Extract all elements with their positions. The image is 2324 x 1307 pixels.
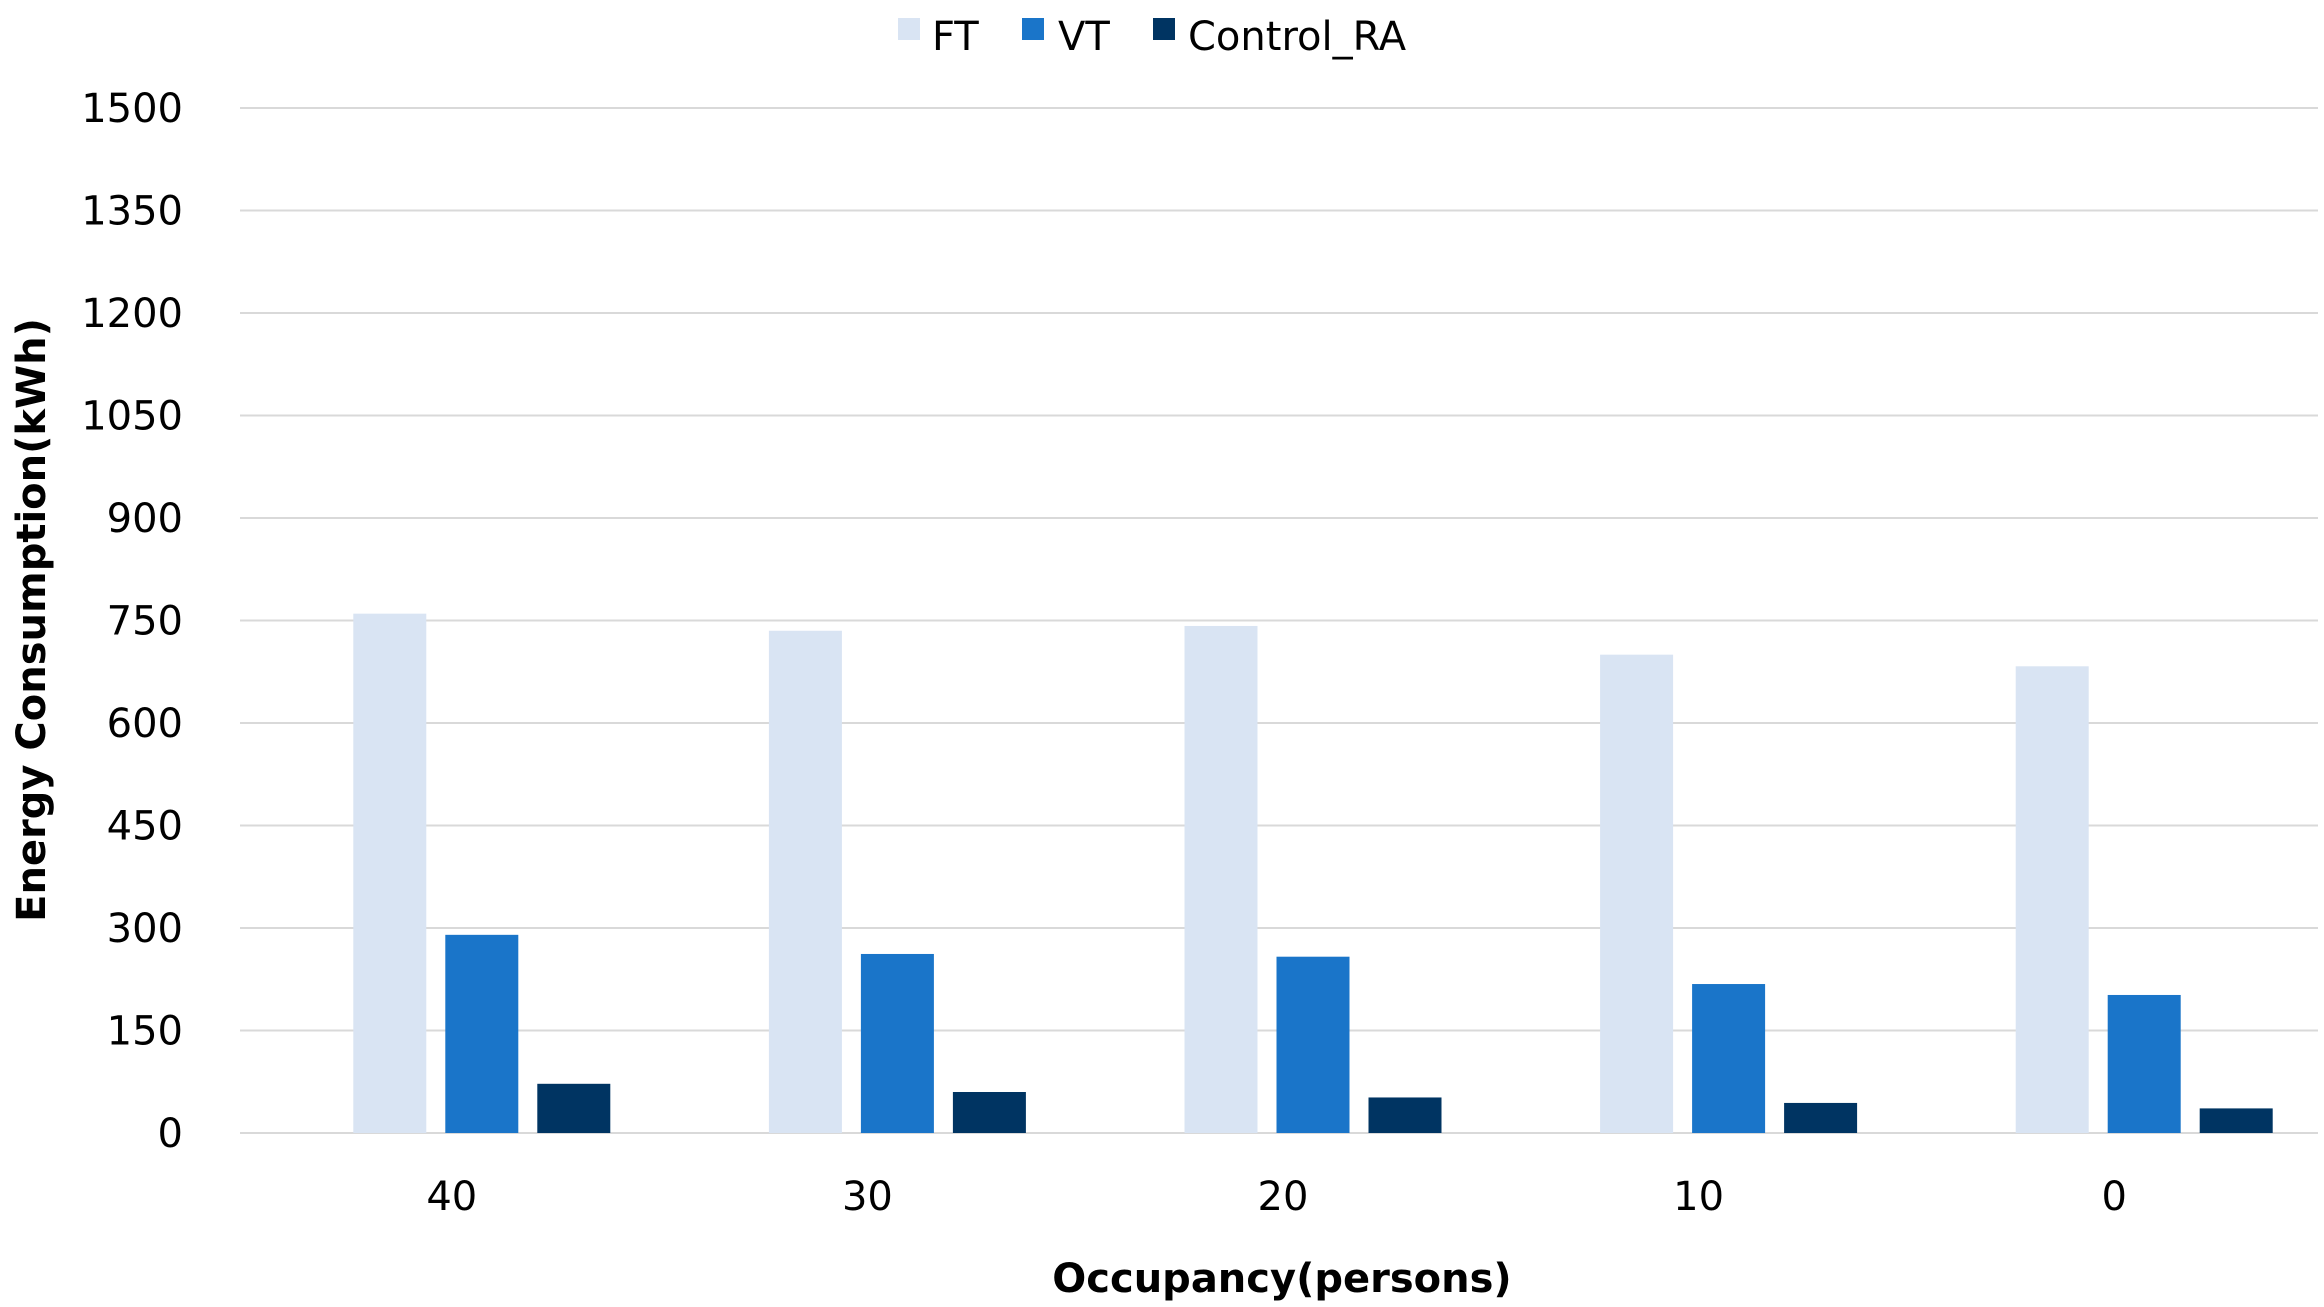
- bar-ft-0: [2015, 666, 2089, 1133]
- legend-label-vt: VT: [1058, 14, 1110, 60]
- bars: [353, 613, 2273, 1133]
- bar-control-ra-20: [1368, 1097, 1442, 1133]
- x-axis-ticks: 40 30 20 10 0: [426, 1174, 2127, 1220]
- y-tick-label: 900: [107, 496, 183, 542]
- gridlines: [240, 107, 2318, 1134]
- x-tick-label: 20: [1258, 1174, 1309, 1220]
- y-tick-label: 750: [107, 599, 183, 645]
- bar-vt-10: [1692, 984, 1766, 1133]
- bar-ft-40: [353, 613, 427, 1133]
- bar-control-ra-40: [537, 1083, 611, 1133]
- legend-label-ft: FT: [932, 14, 979, 60]
- y-tick-label: 300: [107, 906, 183, 952]
- bar-vt-20: [1276, 956, 1350, 1133]
- y-tick-label: 600: [107, 701, 183, 747]
- y-tick-label: 1200: [81, 291, 183, 337]
- bar-ft-10: [1600, 654, 1674, 1133]
- y-tick-label: 1500: [81, 86, 183, 132]
- bar-ft-30: [768, 630, 842, 1133]
- bar-vt-0: [2107, 994, 2181, 1133]
- bar-ft-20: [1184, 625, 1258, 1133]
- bar-control-ra-0: [2199, 1108, 2273, 1133]
- bar-control-ra-10: [1784, 1102, 1858, 1133]
- y-tick-label: 450: [107, 804, 183, 850]
- x-tick-label: 40: [426, 1174, 477, 1220]
- legend-label-control-ra: Control_RA: [1188, 14, 1407, 60]
- x-axis-title: Occupancy(persons): [1052, 1256, 1511, 1302]
- y-axis-title: Energy Consumption(kWh): [9, 318, 55, 922]
- y-tick-label: 1050: [81, 394, 183, 440]
- x-tick-label: 10: [1673, 1174, 1724, 1220]
- x-tick-label: 0: [2101, 1174, 2126, 1220]
- bar-control-ra-30: [952, 1092, 1026, 1133]
- y-tick-label: 1350: [81, 189, 183, 235]
- x-tick-label: 30: [842, 1174, 893, 1220]
- bar-vt-40: [445, 934, 519, 1133]
- y-tick-label: 0: [158, 1111, 183, 1157]
- legend-swatch-control-ra: [1153, 18, 1175, 40]
- legend-swatch-vt: [1022, 18, 1044, 40]
- y-axis-ticks: 0 150 300 450 600 750 900 1050 1200 1350 1500: [81, 86, 183, 1157]
- legend: FT VT Control_RA: [898, 14, 1407, 60]
- legend-swatch-ft: [898, 18, 920, 40]
- bar-vt-30: [860, 953, 934, 1133]
- y-tick-label: 150: [107, 1009, 183, 1055]
